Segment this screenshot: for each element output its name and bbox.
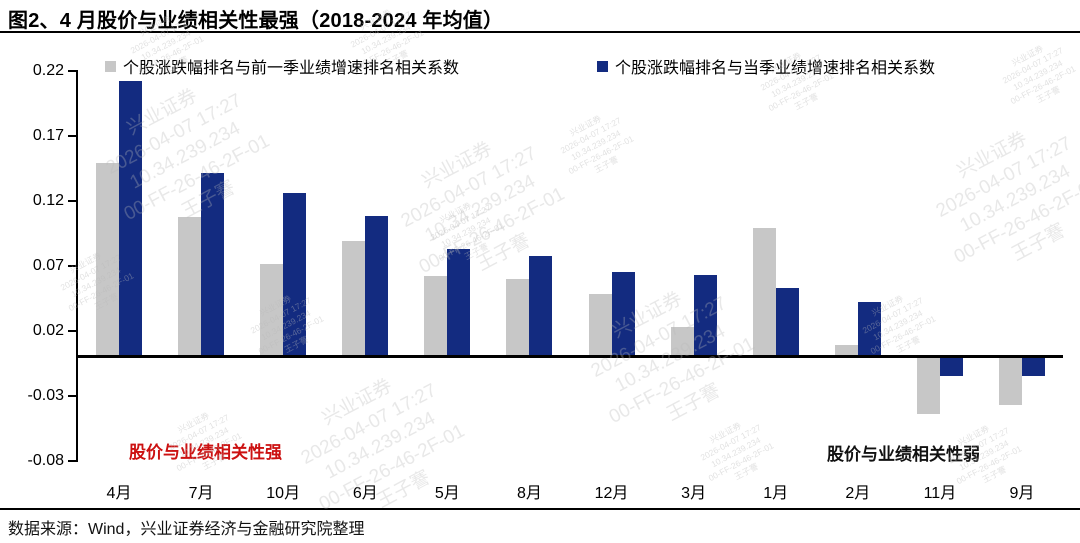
y-axis-tick-label: 0.07 [32, 256, 64, 274]
y-axis-tick [68, 264, 77, 267]
bar-prev-quarter [588, 294, 612, 357]
x-axis-category-label: 4月 [106, 485, 132, 502]
bar-current-quarter [1021, 356, 1045, 376]
bar-prev-quarter [178, 217, 202, 357]
y-axis-tick-label: 0.17 [32, 126, 64, 144]
y-axis-tick [68, 199, 77, 202]
watermark-tile: 兴业证券 2026-04-07 17:27 10.34.239.234 00-FF-2… [297, 375, 469, 515]
y-axis-tick-label: 0.22 [32, 61, 64, 79]
legend-swatch-prev-quarter [105, 60, 116, 72]
bar-prev-quarter [834, 344, 858, 357]
y-axis-tick-label: 0.02 [32, 321, 64, 339]
legend-label-current-quarter: 个股涨跌幅排名与当季业绩增速排名相关系数 [615, 60, 936, 77]
bar-current-quarter [529, 256, 553, 357]
x-axis-category-label: 7月 [188, 485, 214, 502]
x-axis-category-label: 5月 [434, 485, 460, 502]
y-axis-tick [68, 69, 77, 72]
bar-current-quarter [365, 216, 389, 357]
bar-current-quarter [857, 301, 881, 357]
bar-prev-quarter [752, 227, 776, 357]
chart-legend: 个股涨跌幅排名与前一季业绩增速排名相关系数 个股涨跌幅排名与当季业绩增速排名相关… [0, 54, 1080, 77]
annotation-strong-correlation: 股价与业绩相关性强 [129, 443, 282, 462]
annotation-weak-correlation: 股价与业绩相关性弱 [827, 445, 980, 464]
bar-prev-quarter [670, 326, 694, 357]
bar-current-quarter [283, 192, 307, 357]
x-axis-category-label: 3月 [681, 485, 707, 502]
x-axis-category-label: 1月 [763, 485, 789, 502]
zero-baseline [77, 355, 1063, 358]
legend-item-current-quarter: 个股涨跌幅排名与当季业绩增速排名相关系数 [597, 54, 935, 78]
bar-current-quarter [939, 356, 963, 376]
y-axis-tick [68, 394, 77, 397]
bar-prev-quarter [424, 275, 448, 357]
bar-prev-quarter [342, 240, 366, 357]
watermark-tile: 兴业证券 2026-04-07 17:27 10.34.239.234 00-FF-2… [558, 113, 636, 177]
x-axis-category-label: 12月 [594, 485, 629, 502]
data-source: 数据来源：Wind，兴业证券经济与金融研究院整理 [8, 521, 365, 538]
bar-prev-quarter [916, 356, 940, 414]
legend-swatch-current-quarter [597, 60, 608, 72]
bar-current-quarter [611, 272, 635, 357]
x-axis-category-label: 2月 [845, 485, 871, 502]
x-axis-category-label: 10月 [266, 485, 301, 502]
x-axis-category-label: 8月 [516, 485, 542, 502]
y-axis-tick-label: 0.12 [32, 191, 64, 209]
bar-prev-quarter [260, 264, 284, 357]
y-axis-tick-label: -0.08 [27, 451, 64, 469]
y-axis-tick [68, 459, 77, 462]
x-axis-category-label: 11月 [923, 485, 957, 502]
bar-prev-quarter [96, 162, 119, 357]
x-axis-category-label: 6月 [352, 485, 378, 502]
legend-label-prev-quarter: 个股涨跌幅排名与前一季业绩增速排名相关系数 [123, 60, 460, 77]
watermark-tile: 兴业证券 2026-04-07 17:27 10.34.239.234 00-FF-2… [932, 128, 1080, 268]
bar-prev-quarter [506, 278, 530, 357]
bar-prev-quarter [998, 356, 1022, 405]
bar-current-quarter [119, 80, 142, 357]
bar-current-quarter [201, 173, 225, 357]
y-axis-line [76, 69, 78, 462]
legend-item-prev-quarter: 个股涨跌幅排名与前一季业绩增速排名相关系数 [105, 54, 459, 78]
watermark-tile: 兴业证券 2026-04-07 17:27 10.34.239.234 00-FF-2… [1000, 43, 1078, 107]
bar-current-quarter [693, 274, 717, 357]
y-axis-tick [68, 134, 77, 137]
y-axis-tick [68, 329, 77, 332]
bar-current-quarter [447, 248, 471, 357]
footer-divider [0, 508, 1080, 510]
title-divider [0, 31, 1080, 33]
x-axis-category-label: 9月 [1009, 485, 1035, 502]
bar-current-quarter [775, 287, 799, 357]
y-axis-tick-label: -0.03 [27, 386, 64, 404]
figure-title: 图2、4 月股价与业绩相关性最强（2018-2024 年均值） [8, 10, 504, 32]
